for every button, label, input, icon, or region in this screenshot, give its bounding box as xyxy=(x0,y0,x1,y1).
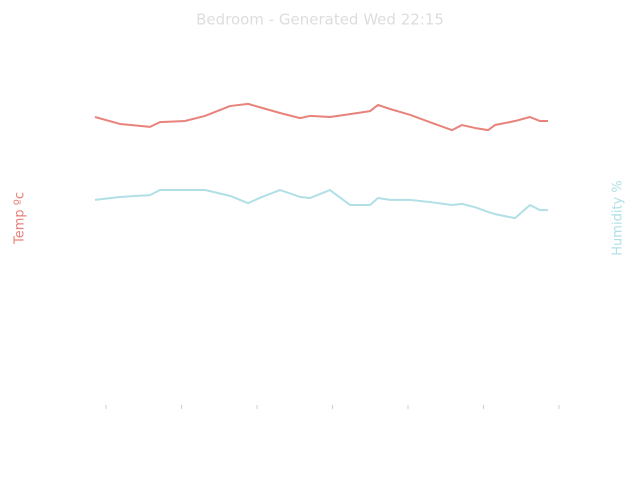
chart-title: Bedroom - Generated Wed 22:15 xyxy=(196,11,444,29)
data-line xyxy=(94,189,548,220)
y-axis-label: Temp ºc xyxy=(13,192,28,245)
y2-axis-label: Humidity % xyxy=(611,180,626,255)
data-line xyxy=(94,102,548,132)
